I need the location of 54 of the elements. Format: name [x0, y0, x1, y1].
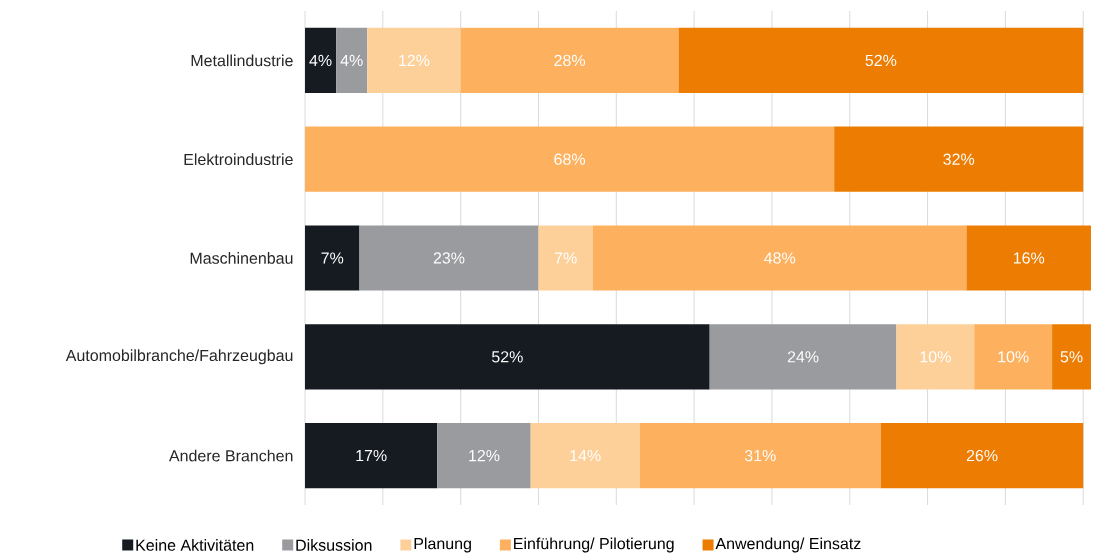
data-label: 32%	[943, 153, 975, 165]
data-label: 48%	[764, 252, 796, 264]
data-label: 4%	[309, 54, 332, 66]
data-label: 7%	[554, 252, 577, 264]
y-tick-label: Maschinenbau	[190, 252, 293, 264]
data-label: 14%	[570, 449, 601, 462]
data-label: 31%	[744, 449, 776, 462]
data-label: 28%	[554, 54, 586, 67]
y-tick-label: Automobilbranche/Fahrzeugbau	[65, 349, 293, 365]
data-label: 5%	[1060, 351, 1083, 363]
data-label: 17%	[356, 449, 387, 462]
data-label: 52%	[865, 54, 897, 67]
data-label: 4%	[340, 54, 363, 66]
bar	[530, 422, 640, 489]
bar	[896, 324, 975, 390]
bar	[359, 225, 539, 291]
bar	[305, 422, 438, 489]
data-label: 12%	[469, 449, 500, 462]
bar	[709, 324, 897, 390]
legend-label: Anwendung/ Einsatz	[715, 537, 861, 553]
bar	[538, 225, 593, 291]
data-label: 10%	[998, 351, 1029, 363]
data-label: 24%	[787, 351, 819, 363]
data-label: 68%	[554, 153, 586, 165]
bar	[592, 225, 967, 291]
bar	[305, 126, 835, 192]
bar	[834, 126, 1084, 192]
data-label: 26%	[966, 449, 998, 462]
bar	[437, 422, 531, 489]
data-label: 12%	[399, 54, 430, 67]
bar	[305, 27, 337, 93]
y-tick-label: Elektroindustrie	[184, 153, 293, 166]
legend-label: Einführung/ Pilotierung	[514, 537, 674, 553]
legend-label: Diksussion	[296, 539, 372, 551]
y-tick-label: Metallindustrie	[191, 54, 293, 67]
legend-label: Planung	[414, 537, 471, 553]
bar	[974, 324, 1053, 390]
bar	[336, 27, 368, 93]
data-label: 10%	[920, 351, 951, 363]
bar	[305, 225, 360, 291]
data-label: 16%	[1013, 252, 1045, 264]
y-tick-label: Andere Branchen	[168, 449, 293, 462]
bar	[639, 422, 881, 489]
data-label: 52%	[491, 351, 523, 363]
legend-label: Keine Aktivitäten	[136, 539, 254, 551]
bar	[678, 27, 1084, 93]
bar	[880, 422, 1084, 489]
data-label: 23%	[433, 252, 465, 264]
bar	[460, 27, 679, 93]
bar	[367, 27, 461, 93]
bar	[1052, 324, 1091, 390]
bar	[966, 225, 1091, 291]
data-label: 7%	[321, 252, 344, 264]
bar	[305, 324, 710, 390]
